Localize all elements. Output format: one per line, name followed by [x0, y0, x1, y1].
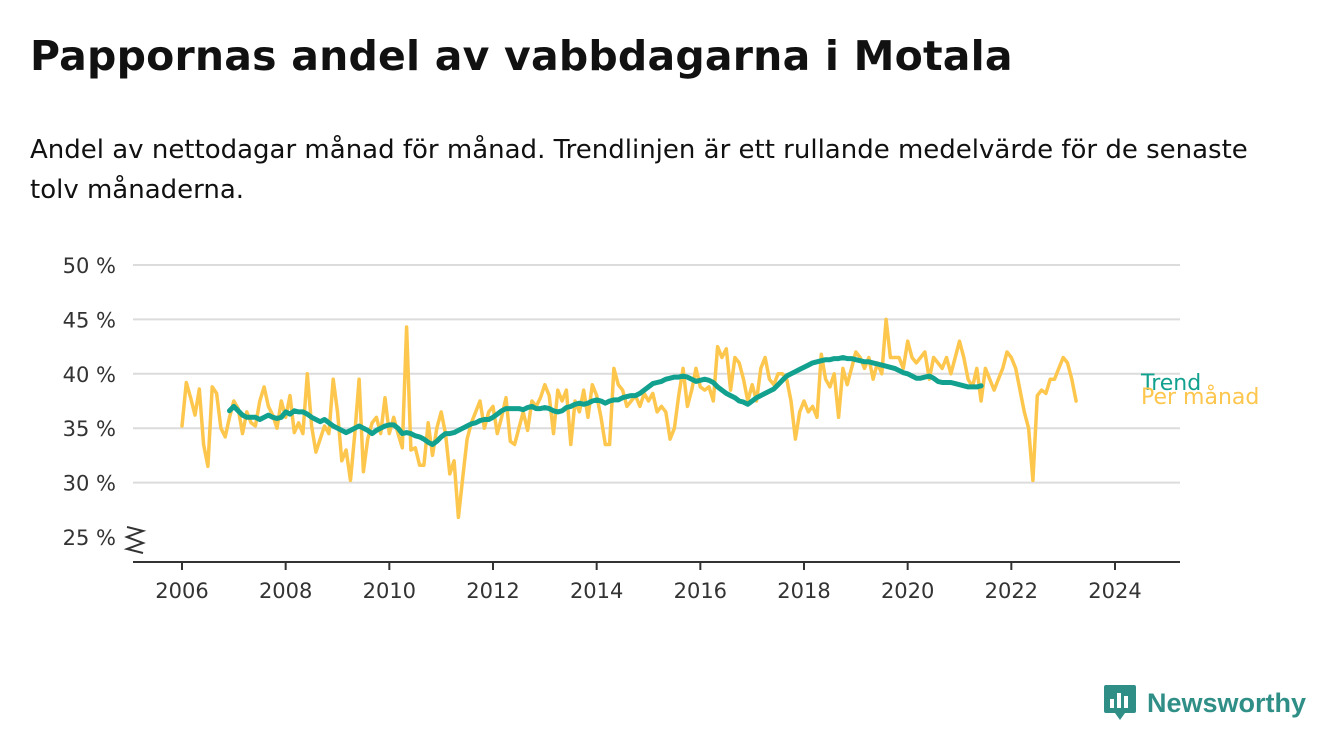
x-tick-label: 2006: [155, 579, 208, 603]
x-tick-label: 2014: [570, 579, 623, 603]
y-tick-label: 45 %: [63, 308, 116, 332]
y-tick-label: 50 %: [63, 254, 116, 278]
chart-subtitle: Andel av nettodagar månad för månad. Tre…: [30, 135, 1248, 205]
newsworthy-logo-icon: [1103, 685, 1136, 720]
line-chart: 25 % 30 % 35 % 40 % 45 % 50 % 2006 2008 2010 201…: [63, 254, 1260, 603]
x-tick-label: 2008: [259, 579, 312, 603]
y-tick-label: 25 %: [63, 526, 116, 550]
y-tick-label: 40 %: [63, 363, 116, 387]
y-axis: 25 % 30 % 35 % 40 % 45 % 50 %: [63, 254, 147, 554]
x-tick-label: 2024: [1088, 579, 1141, 603]
series-label-trend: Trend: [1140, 371, 1201, 396]
newsworthy-brand[interactable]: Newsworthy: [1103, 683, 1306, 723]
series-label-per-manad: Per månad: [1141, 384, 1259, 410]
x-tick-label: 2010: [363, 579, 416, 603]
series-line-trend: [227, 355, 984, 447]
x-tick-label: 2016: [674, 579, 727, 603]
y-tick-label: 35 %: [63, 417, 116, 441]
x-tick-label: 2022: [985, 579, 1038, 603]
x-tick-label: 2020: [881, 579, 934, 603]
axis-break-icon: [123, 526, 147, 554]
x-tick-label: 2018: [777, 579, 830, 603]
chart-title: Pappornas andel av vabbdagarna i Motala: [30, 32, 1013, 80]
series-line-per-manad: [180, 317, 1078, 520]
x-tick-label: 2012: [466, 579, 519, 603]
series-lines: [180, 317, 1078, 520]
x-axis: 2006 2008 2010 2012 2014 2016 2018 2020 2022 2024: [133, 561, 1180, 603]
brand-name: Newsworthy: [1146, 687, 1306, 718]
grid-lines: [133, 264, 1180, 484]
y-tick-label: 30 %: [63, 472, 116, 496]
